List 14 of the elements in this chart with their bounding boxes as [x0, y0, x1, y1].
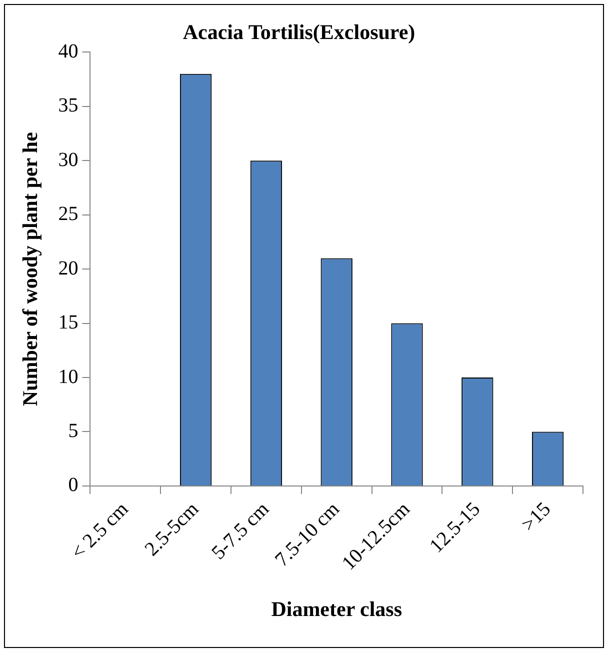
- x-axis-title: Diameter class: [271, 596, 402, 621]
- y-tick-label: 0: [68, 474, 78, 496]
- x-tick-label: < 2.5 cm: [67, 498, 133, 564]
- y-tick-label: 15: [58, 312, 78, 334]
- y-axis-title: Number of woody plant per he: [18, 132, 42, 406]
- y-tick-label: 40: [58, 40, 78, 62]
- y-tick-label: 35: [58, 94, 78, 117]
- chart-title: Acacia Tortilis(Exclosure): [182, 20, 416, 44]
- y-tick-label: 5: [68, 420, 78, 442]
- x-tick-label: >15: [517, 498, 556, 536]
- y-tick-label: 10: [58, 366, 78, 388]
- y-tick-label: 25: [58, 203, 78, 226]
- y-tick-label: 30: [58, 148, 78, 171]
- y-tick-label: 20: [58, 257, 78, 280]
